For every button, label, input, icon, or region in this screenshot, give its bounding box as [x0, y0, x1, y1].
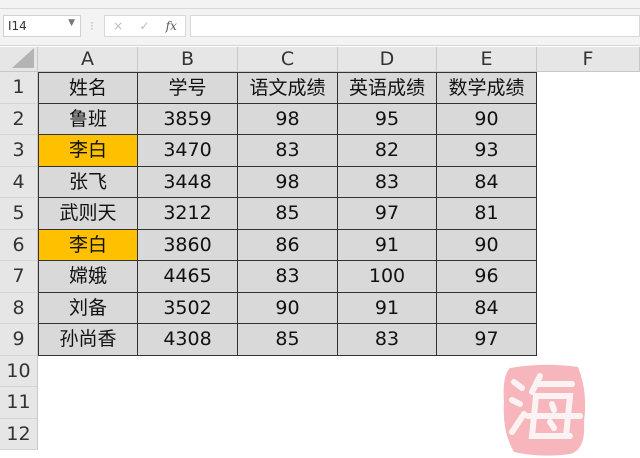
formula-bar: I14 ▼ ⁝ × ✓ fx: [0, 9, 640, 46]
table-cell[interactable]: 孙尚香: [38, 324, 138, 356]
table-cell[interactable]: 91: [338, 292, 437, 324]
row-header-9[interactable]: 9: [0, 324, 38, 356]
row-header-8[interactable]: 8: [0, 292, 38, 324]
column-header-A[interactable]: A: [38, 47, 138, 72]
table-cell[interactable]: 98: [238, 166, 338, 198]
table-cell[interactable]: 83: [338, 324, 437, 356]
table-cell[interactable]: 武则天: [38, 198, 138, 230]
table-cell[interactable]: 3448: [138, 166, 238, 198]
table-cell[interactable]: 85: [238, 324, 338, 356]
table-cell[interactable]: 98: [238, 103, 338, 135]
table-cell[interactable]: 3212: [138, 198, 238, 230]
table-cell[interactable]: 刘备: [38, 292, 138, 324]
row-header-3[interactable]: 3: [0, 135, 38, 167]
table-cell[interactable]: 3859: [138, 103, 238, 135]
table-cell[interactable]: 86: [238, 229, 338, 261]
table-cell[interactable]: 90: [437, 229, 537, 261]
enter-icon[interactable]: ✓: [139, 19, 150, 33]
table-cell[interactable]: 3502: [138, 292, 238, 324]
table-cell[interactable]: 97: [437, 324, 537, 356]
table-cell[interactable]: 李白: [38, 135, 138, 167]
table-cell[interactable]: 90: [437, 103, 537, 135]
row-header-7[interactable]: 7: [0, 261, 38, 293]
row-header-11[interactable]: 11: [0, 387, 38, 419]
table-cell[interactable]: 4308: [138, 324, 238, 356]
table-cell[interactable]: 嫦娥: [38, 261, 138, 293]
table-cell[interactable]: 81: [437, 198, 537, 230]
table-cell[interactable]: 100: [338, 261, 437, 293]
table-cell[interactable]: 82: [338, 135, 437, 167]
table-cell[interactable]: 83: [338, 166, 437, 198]
column-header-D[interactable]: D: [338, 47, 437, 72]
table-cell[interactable]: 84: [437, 166, 537, 198]
header-cell[interactable]: 姓名: [38, 72, 138, 104]
row-header-1[interactable]: 1: [0, 72, 38, 104]
header-cell[interactable]: 学号: [138, 72, 238, 104]
table-cell[interactable]: 93: [437, 135, 537, 167]
table-cell[interactable]: 张飞: [38, 166, 138, 198]
watermark-seal: [503, 364, 586, 456]
name-box-value: I14: [8, 19, 27, 33]
table-cell[interactable]: 96: [437, 261, 537, 293]
row-header-5[interactable]: 5: [0, 198, 38, 230]
column-header-C[interactable]: C: [238, 47, 338, 72]
table-cell[interactable]: 鲁班: [38, 103, 138, 135]
insert-function-icon[interactable]: fx: [165, 19, 177, 33]
table-cell[interactable]: 李白: [38, 229, 138, 261]
table-cell[interactable]: 90: [238, 292, 338, 324]
table-cell[interactable]: 4465: [138, 261, 238, 293]
ribbon-strip: [0, 0, 640, 9]
table-cell[interactable]: 3470: [138, 135, 238, 167]
formula-input[interactable]: [190, 15, 640, 37]
table-cell[interactable]: 84: [437, 292, 537, 324]
column-header-F[interactable]: F: [537, 47, 640, 72]
formula-buttons: × ✓ fx: [104, 15, 186, 37]
cancel-icon[interactable]: ×: [113, 19, 124, 33]
table-cell[interactable]: 91: [338, 229, 437, 261]
table-cell[interactable]: 85: [238, 198, 338, 230]
row-header-12[interactable]: 12: [0, 418, 38, 450]
row-header-6[interactable]: 6: [0, 229, 38, 261]
table-cell[interactable]: 83: [238, 261, 338, 293]
row-header-2[interactable]: 2: [0, 103, 38, 135]
table-cell[interactable]: 3860: [138, 229, 238, 261]
row-header-4[interactable]: 4: [0, 166, 38, 198]
table-cell[interactable]: 83: [238, 135, 338, 167]
table-cell[interactable]: 95: [338, 103, 437, 135]
header-cell[interactable]: 语文成绩: [238, 72, 338, 104]
row-header-10[interactable]: 10: [0, 355, 38, 387]
select-all-button[interactable]: [0, 47, 38, 72]
column-header-B[interactable]: B: [138, 47, 238, 72]
column-header-E[interactable]: E: [437, 47, 537, 72]
name-box[interactable]: I14 ▼: [3, 15, 81, 37]
header-cell[interactable]: 英语成绩: [338, 72, 437, 104]
drag-handle-icon[interactable]: ⁝: [90, 19, 94, 33]
table-cell[interactable]: 97: [338, 198, 437, 230]
header-cell[interactable]: 数学成绩: [437, 72, 537, 104]
chevron-down-icon[interactable]: ▼: [68, 18, 75, 28]
